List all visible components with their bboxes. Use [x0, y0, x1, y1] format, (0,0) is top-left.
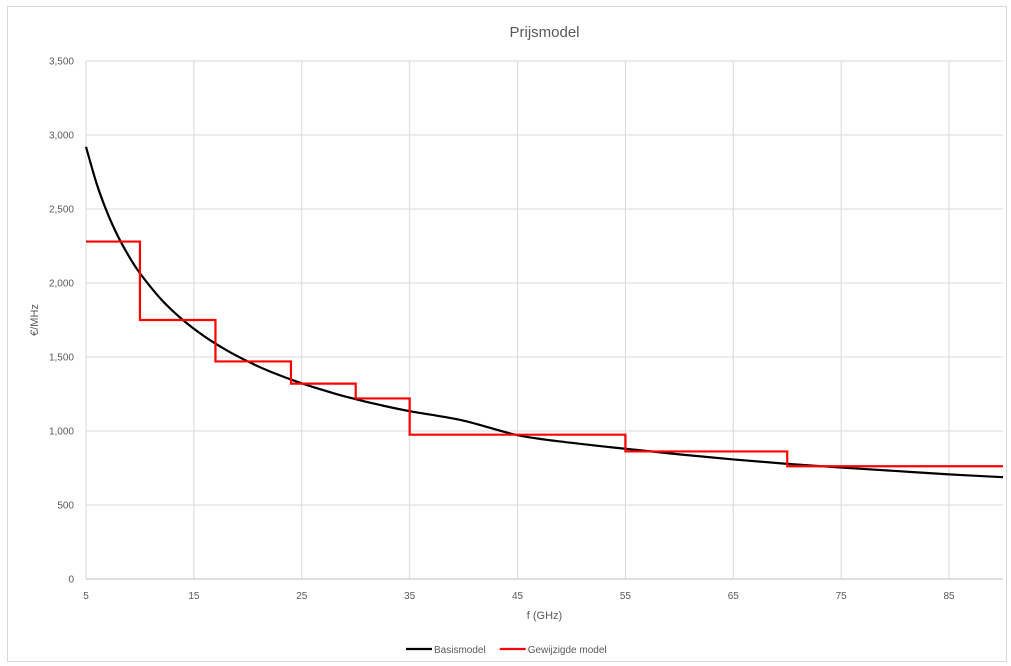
y-tick-label: 2,500 — [49, 205, 74, 216]
legend-label-basismodel: Basismodel — [434, 645, 486, 656]
x-axis-label: f (GHz) — [527, 610, 562, 622]
x-tick-label: 45 — [512, 591, 524, 602]
x-tick-label: 85 — [943, 591, 955, 602]
series-line-gewijzigde-model — [86, 242, 1003, 467]
y-tick-label: 0 — [68, 575, 74, 586]
plot-series — [86, 147, 1003, 477]
y-tick-label: 1,500 — [49, 353, 74, 364]
series-line-basismodel — [86, 147, 1003, 477]
legend: Basismodel Gewijzigde model — [406, 645, 607, 656]
y-tick-label: 2,000 — [49, 279, 74, 290]
y-tick-label: 3,500 — [49, 57, 74, 68]
chart-title: Prijsmodel — [509, 24, 579, 41]
x-tick-label: 75 — [836, 591, 848, 602]
gridlines — [86, 61, 1003, 579]
x-tick-label: 15 — [188, 591, 200, 602]
x-tick-label: 35 — [404, 591, 416, 602]
x-axis-ticks: 5 15 25 35 45 55 65 75 85 — [83, 591, 955, 602]
y-axis-ticks: 0 500 1,000 1,500 2,000 2,500 3,000 3,500 — [49, 57, 74, 586]
x-tick-label: 5 — [83, 591, 89, 602]
x-tick-label: 55 — [620, 591, 632, 602]
chart-area: Prijsmodel 0 500 1,000 1,500 2,000 2,500 3,000… — [7, 6, 1007, 662]
x-tick-label: 25 — [296, 591, 308, 602]
chart: Prijsmodel 0 500 1,000 1,500 2,000 2,500 3,000… — [8, 7, 1008, 663]
y-tick-label: 3,000 — [49, 131, 74, 142]
y-tick-label: 1,000 — [49, 427, 74, 438]
x-tick-label: 65 — [728, 591, 740, 602]
y-axis-label: €/MHz — [29, 304, 41, 336]
y-tick-label: 500 — [57, 501, 74, 512]
legend-label-gewijzigde-model: Gewijzigde model — [528, 645, 607, 656]
